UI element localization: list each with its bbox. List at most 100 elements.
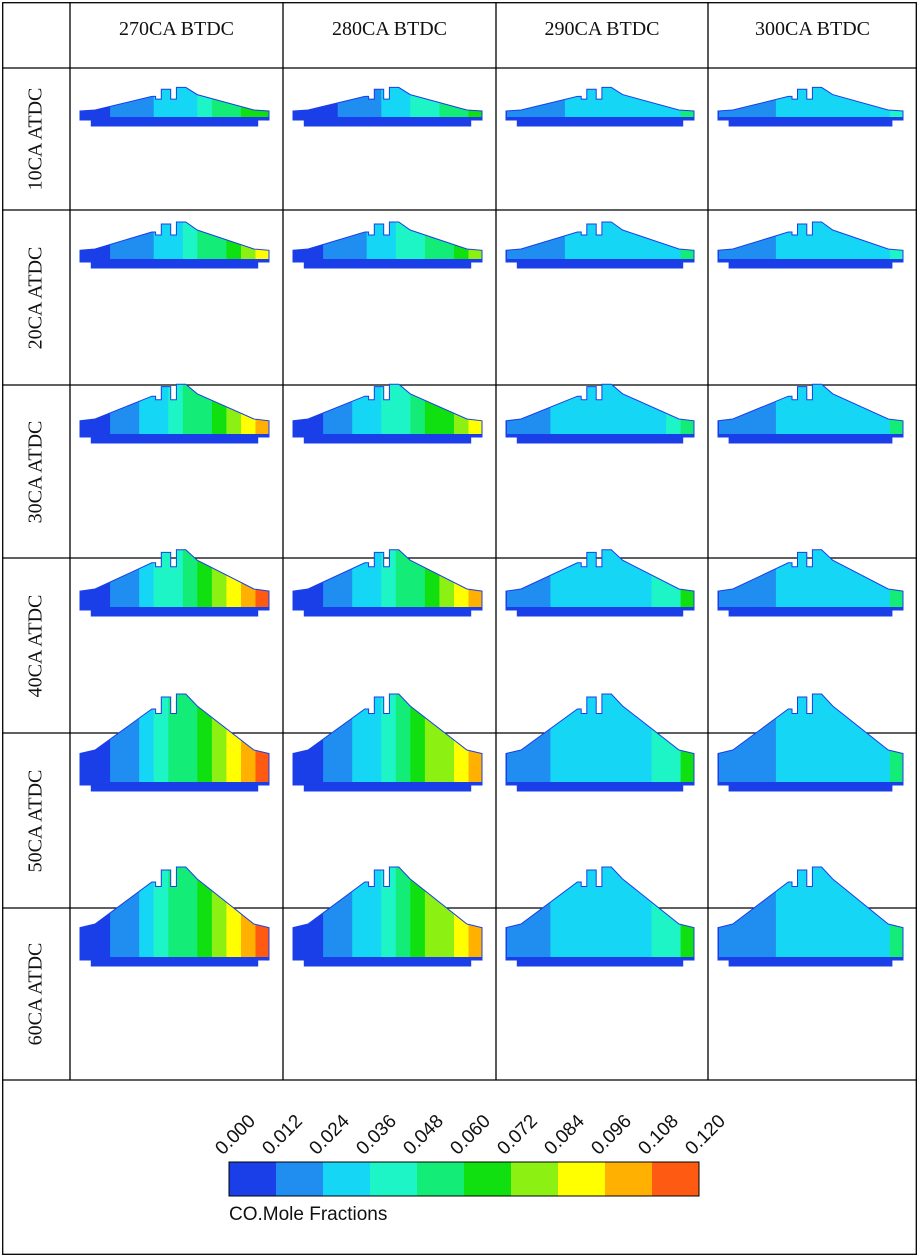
contour-band [818, 222, 834, 268]
chamber-outline [717, 866, 904, 967]
chamber-outline [505, 549, 695, 617]
contour-band [889, 694, 903, 791]
chamber-outline [292, 221, 483, 269]
contour-band [110, 694, 126, 791]
contour-band [832, 867, 848, 966]
contour-band [424, 694, 440, 791]
contour-panel [718, 549, 903, 616]
contour-band [608, 549, 624, 616]
contour-rim [293, 434, 482, 443]
contour-band [139, 694, 155, 791]
contour-rim [80, 957, 269, 966]
row-label: 20CA ATDC [24, 246, 47, 349]
colorbar-swatch [229, 1162, 276, 1196]
row-label: 10CA ATDC [24, 87, 47, 191]
contour-band [182, 384, 198, 443]
chamber-outline [505, 383, 695, 444]
contour-rim [293, 957, 482, 966]
contour-rim [718, 607, 903, 616]
contour-rim [293, 259, 482, 268]
colorbar-title: CO.Mole Fractions [229, 1204, 388, 1225]
contour-band [889, 867, 903, 966]
chamber-outline [79, 549, 270, 617]
contour-band [182, 867, 198, 966]
contour-band [761, 867, 777, 966]
contour-band [81, 867, 96, 966]
contour-band [622, 867, 638, 966]
chamber-outline [717, 693, 904, 792]
contour-band [550, 867, 566, 966]
contour-band [579, 694, 595, 791]
colorbar-swatch [417, 1162, 464, 1196]
contour-rim [80, 117, 269, 126]
colorbar [228, 1161, 700, 1197]
column-header: 280CA BTDC [331, 18, 448, 40]
contour-panel [80, 694, 269, 791]
contour-band [323, 867, 339, 966]
contour-band [153, 694, 169, 791]
contour-band [352, 694, 368, 791]
contour-band [651, 867, 667, 966]
contour-band [226, 867, 242, 966]
contour-band [579, 867, 595, 966]
contour-band [337, 694, 353, 791]
contour-rim [293, 607, 482, 616]
column-header: 290CA BTDC [544, 18, 660, 40]
contour-rim [718, 117, 903, 126]
contour-band [182, 694, 198, 791]
contour-panel [718, 87, 903, 126]
contour-band [847, 694, 862, 791]
contour-band [124, 694, 140, 791]
contour-band [775, 867, 791, 966]
contour-band [439, 867, 455, 966]
contour-band [775, 694, 791, 791]
contour-rim [506, 607, 694, 616]
contour-band [395, 694, 411, 791]
contour-band [761, 694, 777, 791]
contour-band [719, 694, 734, 791]
contour-band [168, 867, 184, 966]
contour-band [294, 694, 309, 791]
contour-band [666, 867, 681, 966]
contour-band [211, 694, 227, 791]
contour-band [80, 694, 82, 791]
contour-band [255, 694, 269, 791]
row-label: 30CA ATDC [24, 420, 47, 523]
contour-rim [80, 782, 269, 791]
chamber-outline [292, 549, 483, 617]
chamber-outline [505, 693, 695, 792]
contour-band [536, 867, 551, 966]
colorbar-swatch [605, 1162, 652, 1196]
chamber-outline [292, 693, 483, 792]
contour-band [818, 87, 834, 126]
contour-band [507, 867, 522, 966]
contour-band [410, 694, 426, 791]
contour-band [506, 694, 508, 791]
contour-band [395, 549, 411, 616]
contour-panel [506, 222, 694, 268]
contour-band [293, 87, 295, 126]
contour-band [110, 867, 126, 966]
contour-band [608, 222, 624, 268]
contour-band [454, 694, 469, 791]
contour-panel [80, 549, 269, 616]
contour-panel [293, 222, 482, 268]
contour-band [718, 222, 720, 268]
contour-band [608, 867, 624, 966]
contour-band [804, 694, 820, 791]
colorbar-swatch [511, 1162, 558, 1196]
colorbar-swatch [370, 1162, 417, 1196]
contour-panel [80, 222, 269, 268]
contour-band [608, 384, 624, 443]
contour-band [593, 867, 609, 966]
contour-band [95, 694, 111, 791]
contour-band [308, 867, 324, 966]
contour-band [80, 867, 82, 966]
chamber-outline [79, 866, 270, 967]
contour-band [564, 867, 580, 966]
chamber-outline [505, 866, 695, 967]
contour-band [468, 694, 482, 791]
contour-band [804, 867, 820, 966]
